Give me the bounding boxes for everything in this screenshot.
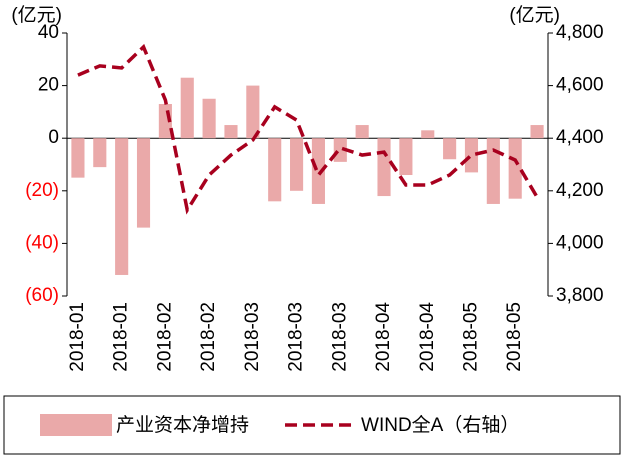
y2-unit-label: (亿元) — [509, 4, 560, 26]
bar — [290, 138, 304, 191]
y-tick-label: (40) — [25, 232, 59, 253]
legend-label: 产业资本净增持 — [116, 414, 249, 436]
bar — [508, 138, 522, 199]
y2-tick-label: 4,200 — [556, 180, 604, 201]
bar — [71, 138, 85, 178]
bar — [530, 125, 544, 139]
bar — [443, 138, 457, 160]
bar — [377, 138, 391, 197]
x-tick-label: 2018-04 — [373, 302, 394, 372]
x-tick-label: 2018-01 — [67, 302, 88, 372]
bar — [464, 138, 479, 173]
line — [77, 43, 539, 215]
bar — [486, 138, 500, 204]
bar — [180, 77, 194, 139]
bar — [333, 138, 347, 162]
y2-tick-label: 4,400 — [556, 127, 604, 148]
y2-tick-label: 4,600 — [556, 75, 604, 96]
bar — [311, 138, 325, 204]
y-tick-label: 40 — [38, 22, 59, 43]
bar — [136, 138, 151, 228]
y2-tick-label: 3,800 — [556, 285, 604, 306]
legend-box — [3, 395, 621, 455]
x-tick-label: 2018-04 — [417, 302, 438, 372]
bar — [399, 138, 413, 176]
y-unit-label: (亿元) — [11, 4, 62, 26]
y2-tick-label: 4,800 — [556, 22, 604, 43]
y-tick-label: 20 — [38, 75, 59, 96]
bar — [268, 138, 282, 202]
y-tick-label: (60) — [25, 285, 59, 306]
bar — [355, 125, 369, 139]
legend-swatch — [40, 414, 112, 436]
x-tick-label: 2018-05 — [460, 302, 481, 372]
legend-label: WIND全A（右轴） — [361, 414, 519, 436]
bar — [224, 125, 238, 139]
x-tick-label: 2018-01 — [111, 302, 132, 372]
x-tick-label: 2018-03 — [329, 302, 350, 372]
x-tick-label: 2018-02 — [198, 302, 219, 372]
x-tick-label: 2018-05 — [504, 302, 525, 372]
bar — [246, 85, 260, 139]
y2-tick-label: 4,000 — [556, 232, 604, 253]
bar — [202, 98, 216, 139]
bar — [115, 138, 129, 275]
y-tick-label: 0 — [48, 127, 59, 148]
y-tick-label: (20) — [25, 180, 59, 201]
bar — [421, 130, 435, 139]
x-tick-label: 2018-02 — [154, 302, 175, 372]
x-tick-label: 2018-03 — [242, 302, 263, 372]
x-tick-label: 2018-03 — [286, 302, 307, 372]
bar — [93, 138, 107, 168]
